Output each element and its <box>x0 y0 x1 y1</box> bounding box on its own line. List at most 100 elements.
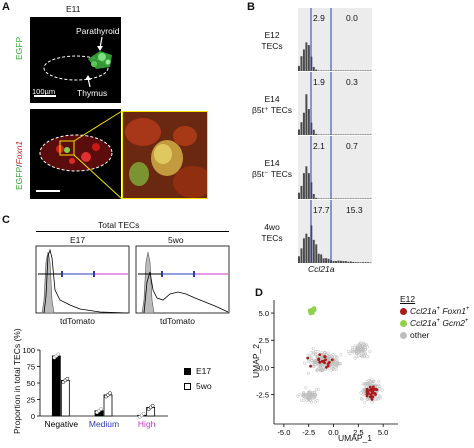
umap-point-foxn1 <box>317 357 321 361</box>
histogram-bar <box>367 134 370 135</box>
bar-y-tick-label: 25 <box>27 396 35 405</box>
histogram-bar <box>298 129 300 135</box>
row-label-line2: TECs <box>261 233 283 243</box>
umap-point-other <box>365 343 369 347</box>
histogram-bar <box>342 70 345 71</box>
umap-point-other <box>321 368 325 372</box>
histogram-bar <box>369 70 372 71</box>
histogram-bar <box>315 69 318 71</box>
bar-y-tick-label: 0 <box>31 412 35 421</box>
histogram-bar <box>362 262 365 263</box>
histogram-bar <box>332 260 335 263</box>
replicate-point <box>150 403 155 408</box>
umap-point-other <box>314 393 318 397</box>
gate-tick <box>161 271 163 277</box>
umap-point-other <box>328 354 333 358</box>
histogram-bar <box>320 70 323 71</box>
histogram-bar <box>312 66 315 71</box>
umap-point-other <box>378 387 382 391</box>
histogram-bar <box>364 198 367 199</box>
umap-point-foxn1 <box>374 387 377 391</box>
umap-point-other <box>375 397 379 401</box>
panel-b-xlabel: Ccl21a <box>308 264 335 274</box>
histogram-bar <box>307 173 310 199</box>
umap-point-other <box>306 395 310 399</box>
histogram-bar <box>315 133 318 135</box>
histogram-bar <box>302 49 305 71</box>
umap-legend-text: + <box>436 318 440 325</box>
umap-point-other <box>334 367 338 371</box>
umap-point-other <box>304 392 308 396</box>
umap-x-tick-label: 0.0 <box>328 428 338 437</box>
foxn1-spot <box>92 143 100 151</box>
histogram-bar <box>354 70 357 71</box>
umap-point-other <box>306 353 310 357</box>
histogram-bar <box>305 166 308 199</box>
hist-right-title: 5wo <box>168 235 184 245</box>
bar-y-tick-label: 100 <box>22 346 35 355</box>
hist-right-control <box>141 251 155 314</box>
umap-point-foxn1 <box>318 360 322 364</box>
histogram-bar <box>369 134 372 135</box>
right-percentage: 0.7 <box>346 141 358 151</box>
histogram-bar <box>362 198 365 199</box>
umap-legend-label: Ccl21a+ Foxn1+ <box>410 306 470 316</box>
umap-point-other <box>310 358 314 362</box>
histogram-bar <box>362 134 365 135</box>
row-label: 4wo TECs <box>250 222 294 244</box>
umap-point-other <box>306 371 310 375</box>
histogram-bar <box>352 134 355 135</box>
umap-point-gcm2 <box>310 311 314 315</box>
umap-point-other <box>302 398 306 402</box>
histogram-bar <box>347 198 350 199</box>
bar-category-label: High <box>138 419 156 429</box>
histogram-bar <box>357 70 360 71</box>
histogram-bar <box>305 42 308 71</box>
umap-point-other <box>355 355 359 359</box>
histogram-bar <box>352 70 355 71</box>
row-label-line2: β5t⁺ TECs <box>252 105 292 115</box>
umap-point-foxn1 <box>371 390 375 394</box>
histogram-bar <box>344 134 347 135</box>
histogram-bar <box>305 233 308 263</box>
histogram-bar <box>359 198 362 199</box>
histogram-bar <box>298 192 300 199</box>
row-label-line1: E14 <box>264 94 280 104</box>
histogram-bar <box>335 198 337 199</box>
egfp-spot <box>98 53 106 61</box>
umap-point-other <box>314 352 318 356</box>
umap-point-other <box>335 363 339 367</box>
umap-point-other <box>307 360 311 364</box>
left-percentage: 2.1 <box>313 141 325 151</box>
left-percentage: 17.7 <box>313 205 330 215</box>
umap-y-tick-label: 2.5 <box>259 336 269 345</box>
umap-point-other <box>335 355 339 359</box>
umap-point-other <box>360 345 364 349</box>
umap-point-other <box>357 344 361 348</box>
umap-point-other <box>308 399 312 403</box>
replicate-point <box>99 407 103 411</box>
histogram-bar <box>339 70 342 71</box>
histogram-bar <box>307 236 310 263</box>
parathyroid-arrowhead <box>97 46 103 51</box>
histogram-bar <box>339 198 342 199</box>
histogram-bar <box>354 198 357 199</box>
umap-point-other <box>302 394 306 398</box>
panel-b-letter: B <box>247 1 255 13</box>
umap-point-other <box>357 343 361 347</box>
row-label-line2: β5t⁻ TECs <box>252 169 292 179</box>
umap-point-other <box>339 353 343 357</box>
histogram-bar <box>312 129 315 135</box>
hist-left-sample <box>43 248 129 314</box>
umap-point-foxn1 <box>323 361 326 365</box>
gate-tick <box>93 271 95 277</box>
foxn1-spot <box>69 158 75 164</box>
egfp-spot <box>105 59 111 65</box>
row-label-line1: E12 <box>264 30 280 40</box>
umap-point-other <box>315 361 319 365</box>
umap-point-other <box>335 364 339 368</box>
histogram-bar <box>300 248 303 263</box>
histogram-bar <box>335 70 337 71</box>
foxn1-cell <box>125 118 161 146</box>
